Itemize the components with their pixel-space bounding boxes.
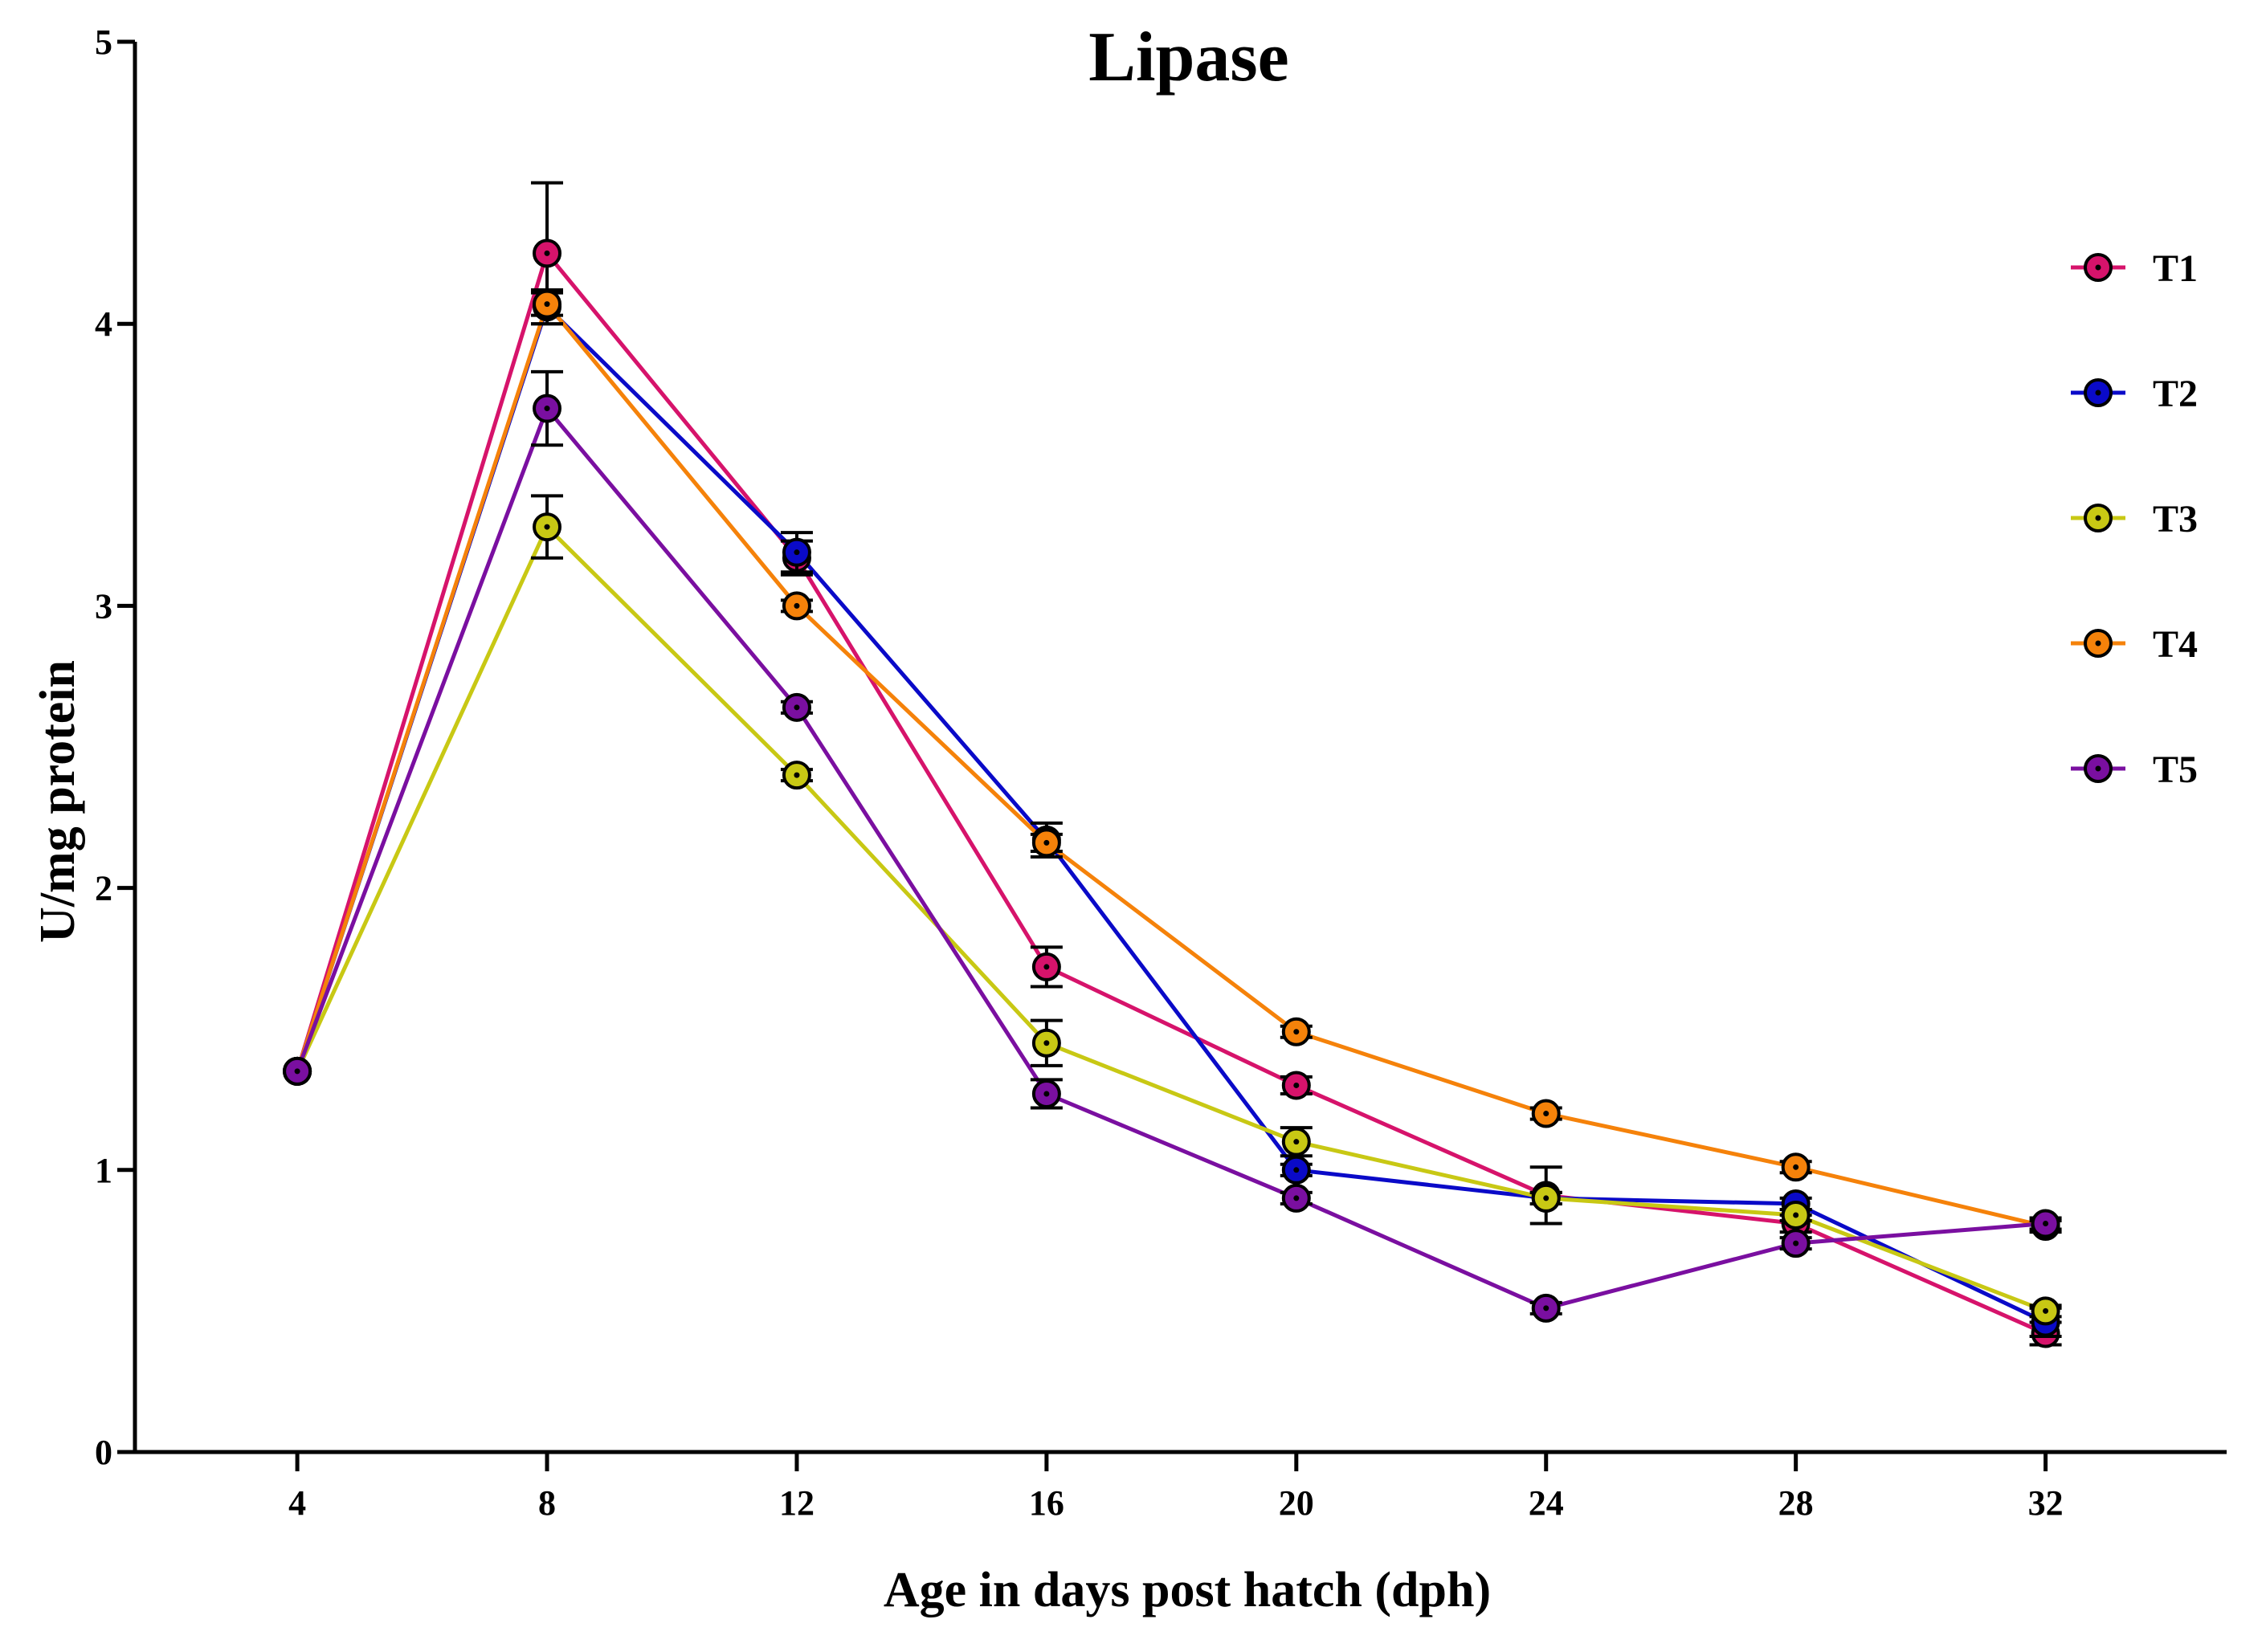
x-tick-label: 16 xyxy=(1029,1483,1064,1523)
y-tick-label: 2 xyxy=(95,869,112,908)
series-t1 xyxy=(295,251,2047,1336)
data-point-center xyxy=(1793,1212,1799,1218)
data-point-center xyxy=(1293,1082,1300,1088)
legend-label: T2 xyxy=(2153,373,2198,415)
data-point-center xyxy=(1043,964,1050,970)
data-point-center xyxy=(2043,1221,2049,1227)
series-line-t4 xyxy=(295,302,2047,1229)
series-t3 xyxy=(295,524,2047,1313)
legend-label: T1 xyxy=(2153,247,2198,290)
data-point-center xyxy=(794,549,800,556)
data-point-center xyxy=(2043,1307,2049,1314)
legend-item-t5: T5 xyxy=(2071,748,2198,791)
y-tick-label: 5 xyxy=(95,22,112,62)
data-point-center xyxy=(794,602,800,609)
data-point-center xyxy=(544,406,550,412)
legend-label: T4 xyxy=(2153,623,2198,666)
series-line-t2 xyxy=(295,304,2047,1324)
series-line-t3 xyxy=(295,524,2047,1313)
data-point-center xyxy=(1293,1167,1300,1173)
data-point-center xyxy=(1793,1164,1799,1170)
data-point-center xyxy=(1293,1139,1300,1145)
series-t4 xyxy=(295,302,2047,1229)
x-tick-label: 28 xyxy=(1778,1483,1814,1523)
legend: T1 T2 T3 T4 T5 xyxy=(2071,247,2198,791)
data-point-center xyxy=(794,772,800,778)
legend-item-t3: T3 xyxy=(2071,498,2198,540)
legend-marker-center xyxy=(2095,640,2101,647)
legend-item-t4: T4 xyxy=(2071,623,2198,666)
chart-title: Lipase xyxy=(1088,18,1288,96)
data-point-center xyxy=(794,704,800,711)
series-t2 xyxy=(295,304,2047,1324)
data-point-center xyxy=(544,301,550,308)
data-point-center xyxy=(1543,1195,1549,1201)
legend-label: T3 xyxy=(2153,498,2198,540)
data-point-center xyxy=(544,250,550,256)
data-point-center xyxy=(1043,1091,1050,1097)
legend-item-t1: T1 xyxy=(2071,247,2198,290)
legend-marker-center xyxy=(2095,390,2101,396)
data-point-center xyxy=(1043,839,1050,846)
x-tick-label: 4 xyxy=(288,1483,306,1523)
x-tick-label: 24 xyxy=(1529,1483,1564,1523)
x-tick-label: 12 xyxy=(779,1483,815,1523)
data-point-center xyxy=(294,1068,300,1075)
series-points-t4 xyxy=(283,289,2062,1242)
x-tick-label: 8 xyxy=(538,1483,556,1523)
legend-marker-center xyxy=(2095,765,2101,772)
series-points-t5 xyxy=(283,369,2062,1323)
y-tick-label: 1 xyxy=(95,1151,112,1190)
y-tick-label: 4 xyxy=(95,304,112,344)
data-point-center xyxy=(1543,1111,1549,1117)
y-axis-label: U/mg protein xyxy=(31,660,85,943)
data-point-center xyxy=(1543,1305,1549,1311)
data-point-center xyxy=(1293,1195,1300,1201)
series-t5 xyxy=(295,406,2046,1311)
x-tick-label: 20 xyxy=(1279,1483,1314,1523)
data-point-center xyxy=(1293,1029,1300,1035)
y-tick-label: 0 xyxy=(95,1433,112,1472)
data-point-center xyxy=(544,524,550,530)
series-group xyxy=(283,181,2062,1348)
legend-label: T5 xyxy=(2153,748,2198,791)
legend-marker-center xyxy=(2095,264,2101,271)
series-line-t5 xyxy=(295,406,2046,1311)
legend-marker-center xyxy=(2095,515,2101,521)
data-point-center xyxy=(1793,1240,1799,1246)
y-tick-label: 3 xyxy=(95,586,112,626)
x-tick-label: 32 xyxy=(2028,1483,2064,1523)
x-axis-label: Age in days post hatch (dph) xyxy=(884,1563,1491,1617)
series-line-t1 xyxy=(295,251,2047,1336)
legend-item-t2: T2 xyxy=(2071,373,2198,415)
data-point-center xyxy=(1043,1040,1050,1046)
